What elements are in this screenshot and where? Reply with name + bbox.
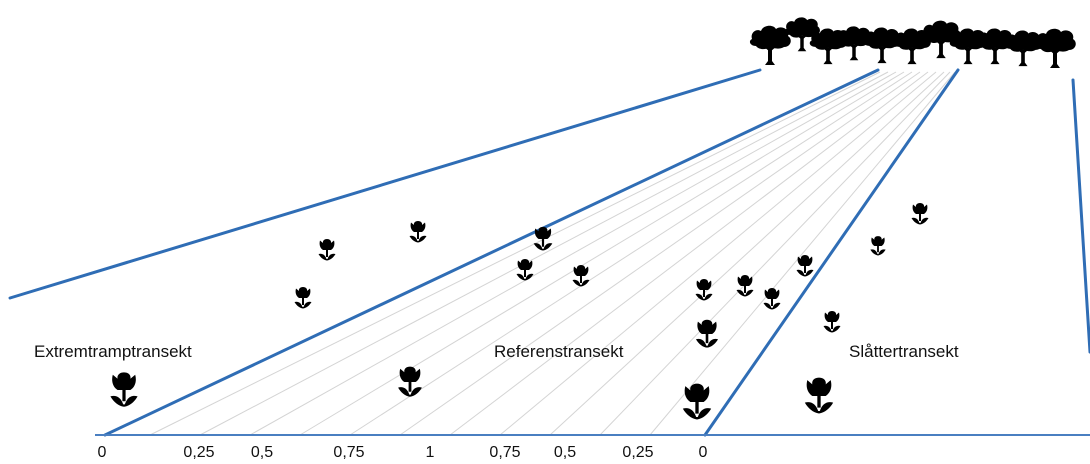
tulip-icon — [398, 366, 422, 397]
tulip-icon — [409, 221, 427, 243]
tulip-icon — [516, 259, 534, 281]
tulip-icon — [823, 311, 841, 333]
tulip-icon — [682, 383, 712, 420]
guide-line — [599, 71, 951, 436]
tulip-icon — [533, 226, 553, 251]
tulip-icon — [110, 372, 138, 407]
tulip-icon — [695, 319, 719, 348]
guide-line — [199, 71, 889, 436]
transect-line — [703, 68, 960, 437]
flowers-group — [110, 203, 929, 420]
guide-line — [349, 71, 913, 436]
tree-line — [749, 17, 1076, 69]
axis-tick-label: 1 — [425, 444, 435, 461]
tulip-icon — [695, 279, 713, 301]
tulip-icon — [736, 275, 754, 297]
tree-icon — [1034, 28, 1076, 69]
transect-line — [1071, 78, 1090, 354]
tulip-icon — [318, 239, 336, 261]
axis-tick-label: 0,75 — [489, 444, 521, 461]
tulip-icon — [911, 203, 929, 225]
guide-line — [499, 71, 937, 436]
axis-tick-label: 0,75 — [333, 444, 365, 461]
label-slattertransekt: Slåttertransekt — [849, 342, 959, 361]
tulip-icon — [796, 255, 814, 277]
axis-tick-label: 0,5 — [553, 444, 577, 461]
guide-line — [649, 71, 956, 436]
transect-lines — [8, 68, 1090, 437]
guide-line — [249, 71, 897, 436]
axis-tick-label: 0,25 — [622, 444, 654, 461]
tree-icon — [1004, 30, 1042, 67]
transect-line — [8, 68, 762, 300]
tree-icon — [749, 25, 791, 66]
guide-line — [149, 71, 881, 436]
axis-tick-label: 0,5 — [250, 444, 274, 461]
guide-line — [399, 71, 921, 436]
axis-tick-label: 0 — [97, 444, 107, 461]
axis-tick-label: 0,25 — [183, 444, 215, 461]
guide-line — [449, 71, 929, 436]
tulip-icon — [294, 287, 312, 309]
guide-lines — [149, 71, 956, 436]
tulip-icon — [763, 288, 781, 310]
tulip-icon — [870, 236, 886, 256]
label-extremtramptransekt: Extremtramptransekt — [34, 342, 192, 361]
transect-line — [103, 68, 880, 437]
tulip-icon — [804, 377, 834, 414]
label-referenstransekt: Referenstransekt — [494, 342, 624, 361]
tulip-icon — [572, 265, 590, 287]
guide-line — [549, 71, 945, 436]
axis-tick-label: 0 — [698, 444, 708, 461]
